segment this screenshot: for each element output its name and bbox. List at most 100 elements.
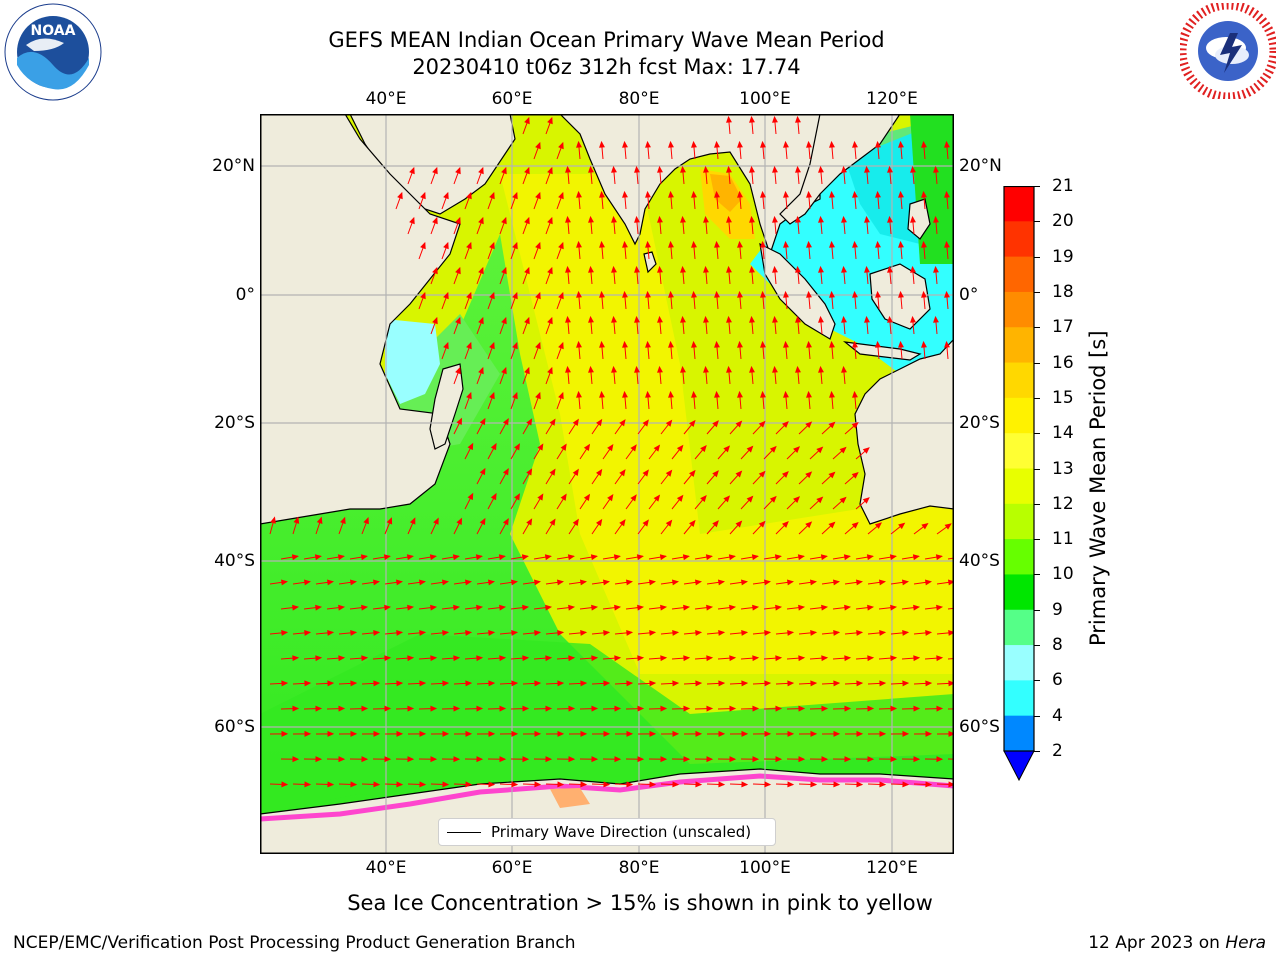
arabia-land <box>260 114 516 215</box>
direction-arrow <box>599 140 605 160</box>
direction-arrow <box>913 522 929 535</box>
direction-arrow <box>591 629 611 636</box>
direction-arrow <box>924 604 944 611</box>
direction-arrow <box>579 756 599 763</box>
direction-arrow <box>775 521 789 535</box>
bottom-tick-40e: 40°E <box>365 858 407 878</box>
direction-arrow <box>737 240 743 260</box>
direction-arrow <box>599 240 605 260</box>
direction-arrow <box>430 730 450 737</box>
direction-arrow <box>338 629 358 636</box>
direction-arrow <box>775 421 789 435</box>
direction-arrow <box>625 604 645 611</box>
direction-arrow <box>591 418 603 435</box>
right-tick-0: 0° <box>959 285 979 305</box>
direction-arrow <box>875 190 881 210</box>
direction-arrow <box>795 215 801 235</box>
direction-arrow <box>671 655 691 662</box>
direction-arrow <box>775 629 795 636</box>
direction-arrow <box>614 519 626 535</box>
direction-arrow <box>418 705 438 712</box>
colorbar-segment <box>1004 327 1034 364</box>
direction-arrow <box>476 680 496 687</box>
direction-arrow <box>280 554 300 561</box>
direction-arrow <box>864 315 870 335</box>
direction-arrow <box>599 290 605 310</box>
direction-arrow <box>821 680 841 687</box>
direction-arrow <box>315 516 323 535</box>
top-tick-80e: 80°E <box>618 89 660 109</box>
direction-arrow <box>545 166 553 185</box>
direction-arrow <box>680 365 686 385</box>
direction-arrow <box>798 521 813 535</box>
direction-arrow <box>430 517 439 535</box>
direction-arrow <box>476 467 486 485</box>
direction-arrow <box>772 115 778 135</box>
direction-arrow <box>338 516 346 535</box>
direction-arrow <box>878 604 898 611</box>
direction-arrow <box>441 604 461 611</box>
top-tick-60e: 60°E <box>491 89 533 109</box>
direction-arrow <box>726 265 732 285</box>
direction-arrow <box>361 516 369 535</box>
direction-arrow <box>453 680 473 687</box>
colorbar-extend-triangle <box>1003 750 1035 782</box>
direction-arrow <box>611 265 617 285</box>
direction-arrow <box>533 141 541 160</box>
direction-arrow <box>683 730 703 737</box>
direction-arrow <box>694 756 714 763</box>
direction-arrow <box>947 708 954 710</box>
colorbar-tick <box>1034 680 1040 682</box>
direction-arrow <box>441 655 461 662</box>
direction-arrow <box>349 604 369 611</box>
colorbar-segment <box>1004 256 1034 293</box>
direction-arrow <box>292 680 312 687</box>
direction-arrow <box>634 365 640 385</box>
direction-arrow <box>614 419 626 435</box>
direction-arrow <box>783 390 789 410</box>
direction-arrow <box>464 291 472 310</box>
direction-arrow <box>372 705 392 712</box>
direction-arrow <box>740 756 760 763</box>
colorbar-segment <box>1004 362 1034 399</box>
direction-arrow <box>418 191 426 210</box>
direction-arrow <box>740 655 760 662</box>
direction-arrow <box>821 579 841 586</box>
direction-arrow <box>898 340 904 360</box>
direction-arrow <box>890 781 910 788</box>
legend-line-swatch <box>447 832 481 833</box>
direction-arrow <box>660 419 673 435</box>
direction-arrow <box>691 290 697 310</box>
direction-arrow <box>533 554 553 561</box>
top-tick-120e: 120°E <box>866 89 918 109</box>
direction-arrow <box>740 495 754 510</box>
direction-arrow <box>752 781 772 788</box>
sea-ice-edge <box>260 773 954 822</box>
direction-arrow <box>487 604 507 611</box>
direction-arrow <box>533 341 541 360</box>
direction-arrow <box>476 366 484 385</box>
direction-arrow <box>602 604 622 611</box>
top-tick-100e: 100°E <box>739 89 791 109</box>
bottom-tick-120e: 120°E <box>866 858 918 878</box>
direction-arrow <box>798 579 818 586</box>
direction-arrow <box>921 340 927 360</box>
colorbar-tick-label: 19 <box>1052 246 1074 267</box>
direction-arrow <box>936 579 954 586</box>
direction-arrow <box>522 166 530 185</box>
direction-arrow <box>303 554 323 561</box>
direction-arrow <box>326 756 346 763</box>
direction-arrow <box>818 365 824 385</box>
direction-arrow <box>694 604 714 611</box>
direction-arrow <box>821 521 836 535</box>
direction-arrow <box>855 655 875 662</box>
direction-arrow <box>464 604 484 611</box>
direction-arrow <box>453 216 461 235</box>
direction-arrow <box>487 241 495 260</box>
direction-arrow <box>913 781 933 788</box>
direction-arrow <box>795 365 801 385</box>
direction-arrow <box>545 316 553 335</box>
direction-arrow <box>749 365 755 385</box>
colorbar-segment <box>1004 397 1034 434</box>
direction-arrow <box>637 579 657 586</box>
